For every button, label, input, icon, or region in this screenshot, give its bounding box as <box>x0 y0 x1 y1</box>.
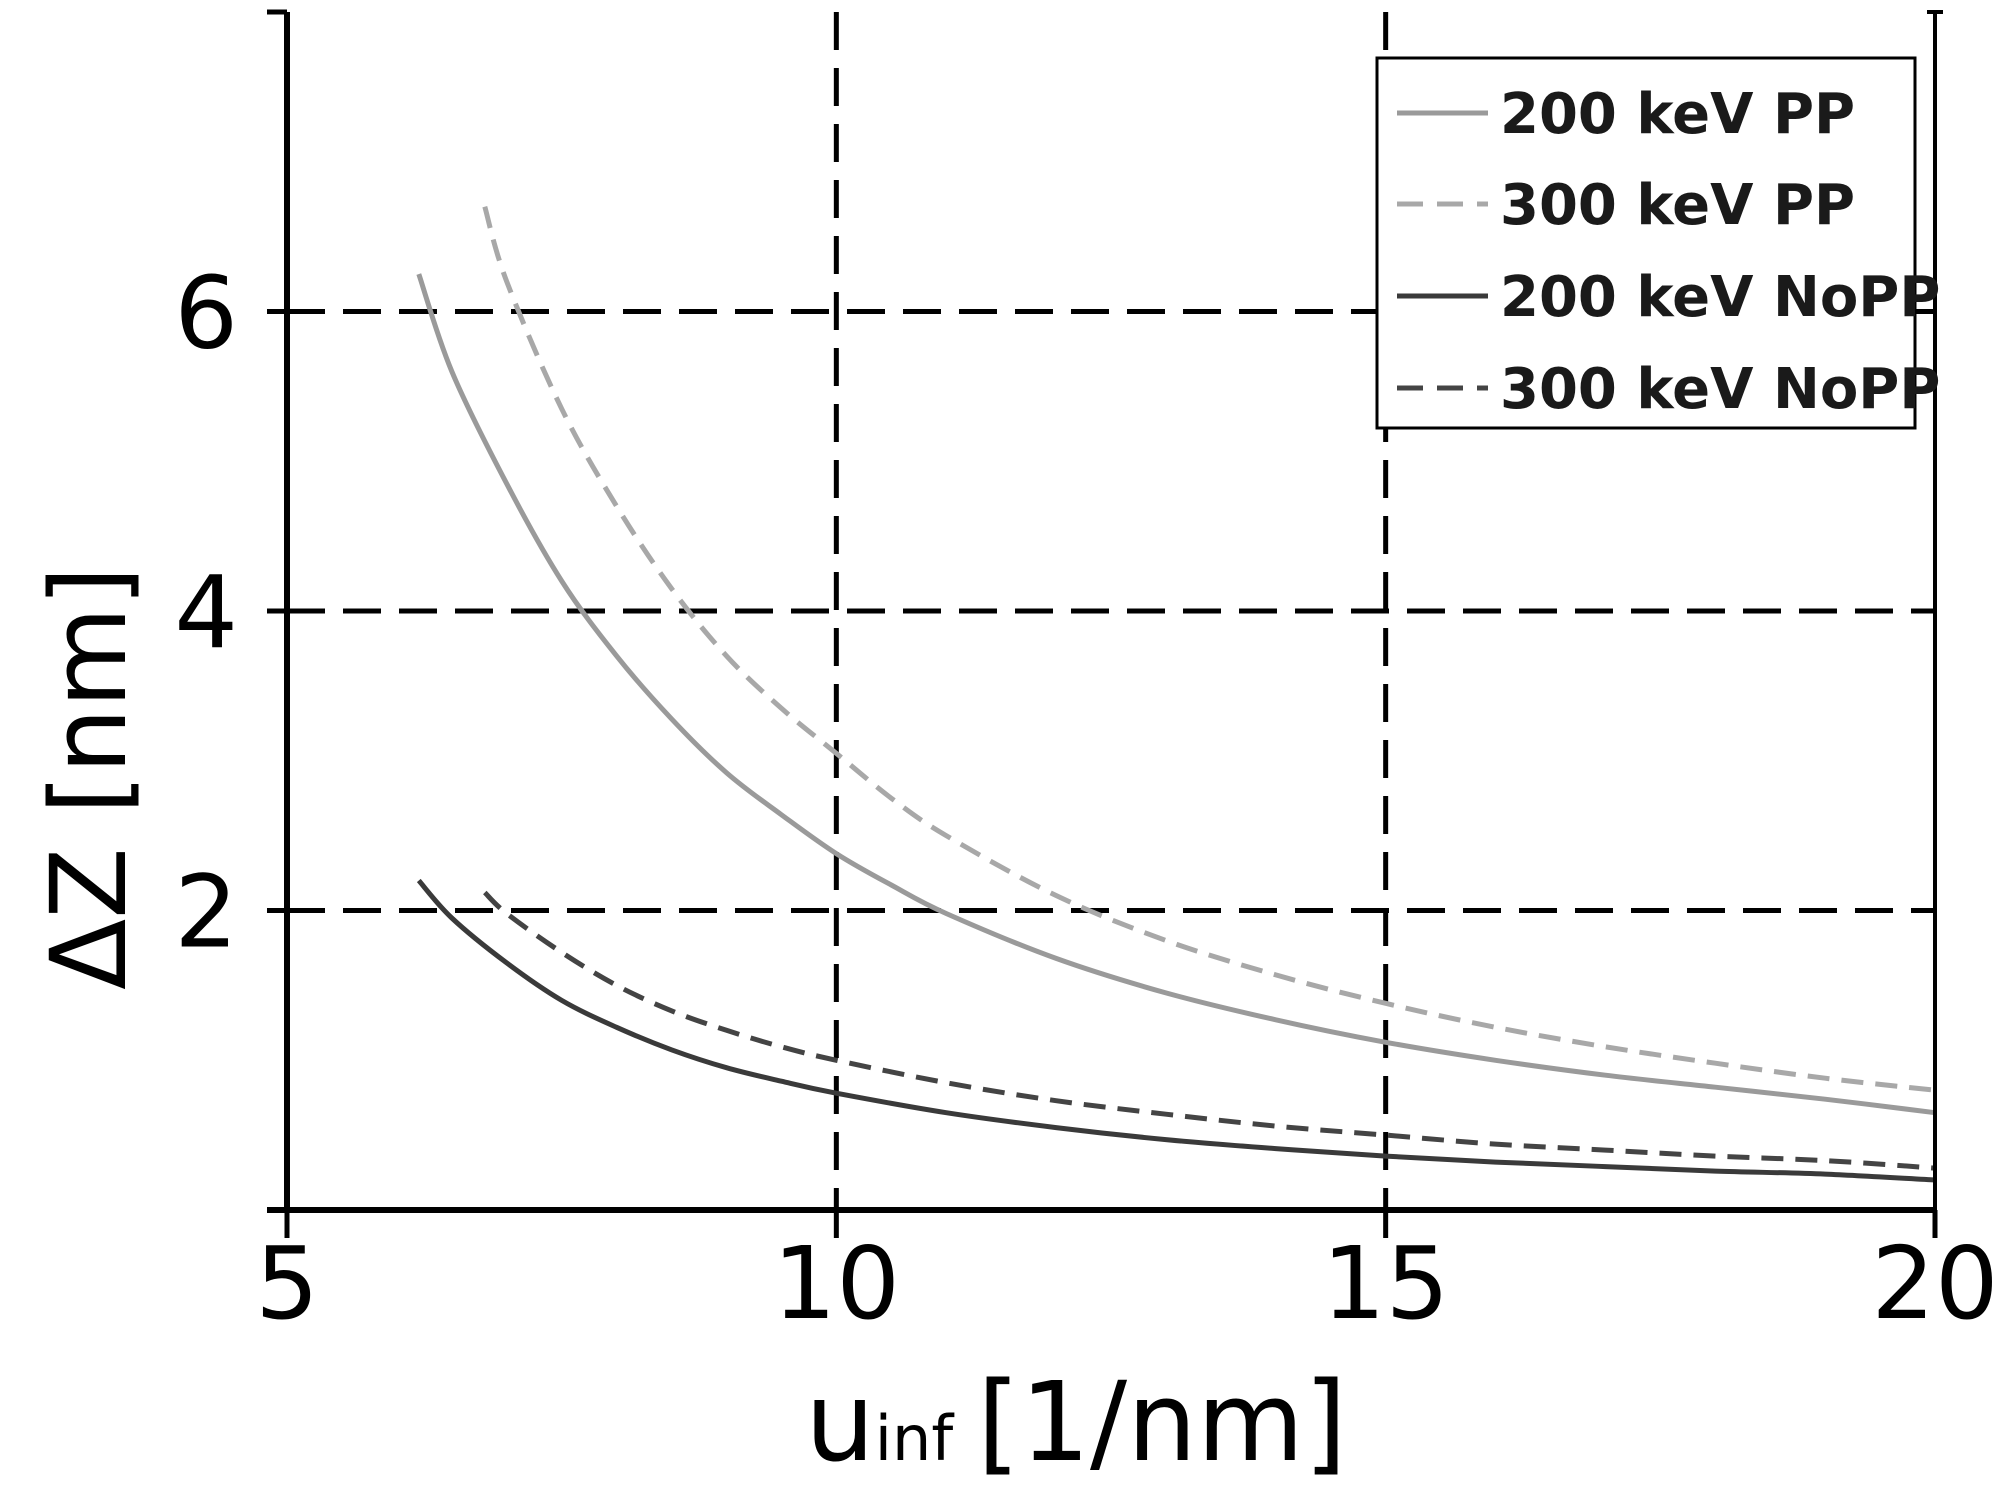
y-axis-title: ΔZ [nm] <box>28 566 150 990</box>
series-line-3 <box>483 890 1936 1171</box>
legend-label-1: 300 keV PP <box>1500 173 1855 238</box>
legend-label-2: 200 keV NoPP <box>1500 265 1940 330</box>
x-axis-title-sub: inf <box>875 1402 956 1475</box>
legend-label-3: 300 keV NoPP <box>1500 357 1940 422</box>
y-tick-label-2: 6 <box>174 255 238 372</box>
legend: 200 keV PP 300 keV PP 200 keV NoPP 300 keV … <box>1375 56 1940 430</box>
x-tick-label-1: 10 <box>773 1225 900 1342</box>
series-line-1 <box>482 206 1936 1093</box>
x-tick-label-3: 20 <box>1871 1225 1998 1342</box>
x-tick-label-2: 15 <box>1322 1225 1449 1342</box>
series-line-2 <box>416 878 1936 1183</box>
series-line-0 <box>416 273 1936 1116</box>
series-layer <box>416 206 1936 1183</box>
legend-label-0: 200 keV PP <box>1500 82 1855 147</box>
x-axis-title: uinf [1/nm] <box>805 1358 1347 1486</box>
y-tick-label-0: 2 <box>174 854 238 971</box>
x-axis-title-unit: [1/nm] <box>977 1358 1347 1486</box>
y-tick-label-1: 4 <box>174 554 238 671</box>
x-tick-label-0: 5 <box>255 1225 319 1342</box>
x-axis-title-main: u <box>805 1358 875 1486</box>
legend-box <box>1375 56 1917 430</box>
ticks-layer: 2 4 6 5 10 15 20 <box>174 255 1998 1343</box>
